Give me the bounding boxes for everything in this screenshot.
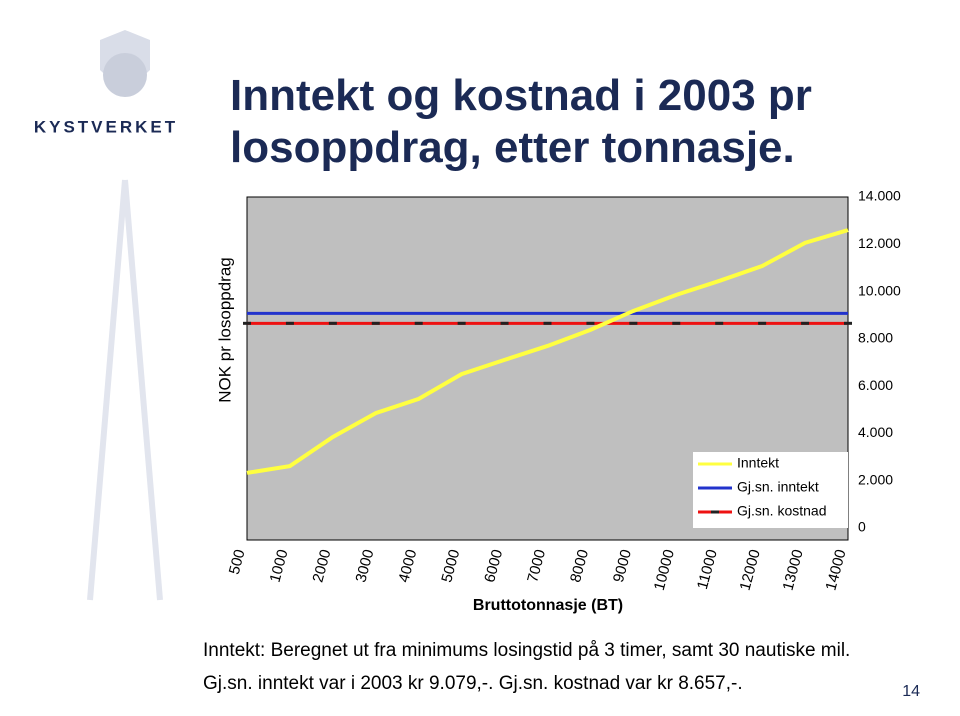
legend-label: Gj.sn. inntekt [737, 479, 819, 495]
page-number: 14 [902, 683, 920, 700]
x-tick-label: 5000 [438, 548, 463, 585]
marker [285, 321, 294, 325]
title: Inntekt og kostnad i 2003 pr losoppdrag,… [230, 71, 812, 172]
x-tick-label: 13000 [780, 548, 807, 593]
y-tick-label: 14.000 [858, 188, 901, 204]
marker [758, 321, 767, 325]
marker [543, 321, 552, 325]
y-axis-label: NOK pr losoppdrag [215, 257, 234, 403]
x-tick-label: 9000 [610, 548, 635, 585]
legend-label: Gj.sn. kostnad [737, 503, 827, 519]
legend-marker [711, 510, 719, 514]
note: Gj.sn. inntekt var i 2003 kr 9.079,-. Gj… [203, 673, 743, 694]
legend-label: Inntekt [737, 455, 779, 471]
x-tick-label: 11000 [694, 548, 721, 592]
y-tick-label: 8.000 [858, 330, 893, 346]
x-tick-label: 500 [226, 548, 249, 577]
y-tick-label: 4.000 [858, 424, 893, 440]
x-tick-label: 8000 [567, 548, 592, 585]
marker [328, 321, 337, 325]
y-tick-label: 10.000 [858, 282, 901, 298]
marker [500, 321, 509, 325]
y-tick-label: 6.000 [858, 377, 893, 393]
x-tick-label: 12000 [737, 548, 764, 593]
marker [672, 321, 681, 325]
marker [243, 321, 251, 325]
marker [457, 321, 466, 325]
x-tick-label: 1000 [267, 548, 292, 585]
x-tick-label: 7000 [524, 548, 549, 585]
marker [715, 321, 724, 325]
y-tick-label: 0 [858, 519, 866, 535]
x-tick-label: 2000 [309, 548, 334, 585]
logo-text: KYSTVERKET [34, 117, 178, 136]
logo: KYSTVERKET [34, 30, 178, 601]
marker [414, 321, 423, 325]
note: Inntekt: Beregnet ut fra minimums losing… [203, 640, 851, 661]
marker [586, 321, 595, 325]
x-tick-label: 6000 [481, 548, 506, 585]
x-tick-label: 14000 [822, 548, 849, 593]
y-tick-label: 2.000 [858, 471, 893, 487]
marker [371, 321, 380, 325]
x-tick-label: 10000 [651, 548, 678, 593]
x-tick-label: 3000 [352, 548, 377, 585]
marker [844, 321, 852, 325]
x-tick-label: 4000 [395, 548, 420, 585]
series-line [246, 228, 849, 475]
marker [801, 321, 810, 325]
x-axis-label: Bruttotonnasje (BT) [473, 597, 623, 614]
y-tick-label: 12.000 [858, 235, 901, 251]
marker [629, 321, 638, 325]
